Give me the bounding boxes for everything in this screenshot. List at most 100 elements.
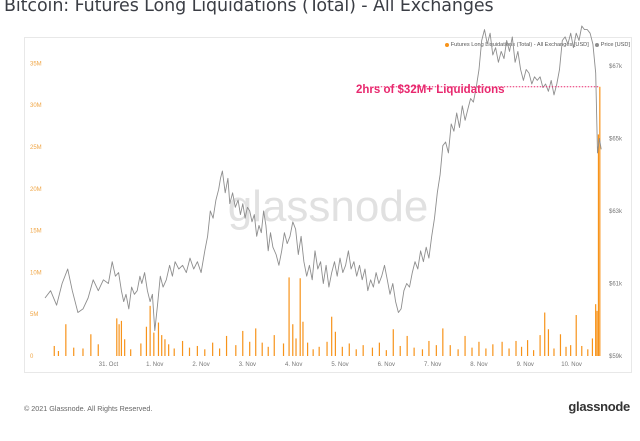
liquidation-bar (306, 342, 309, 356)
liquidation-bar (575, 315, 577, 356)
liquidation-bar (478, 341, 480, 356)
liquidation-bar (331, 316, 333, 356)
x-axis-tick-label: 31. Oct (99, 362, 119, 368)
left-axis-tick-label: 15M (30, 229, 42, 235)
liquidation-bar (299, 278, 301, 356)
price-line-layer (44, 25, 602, 332)
liquidation-bar (212, 342, 214, 356)
liquidation-bar (288, 277, 290, 356)
left-axis: 0 5M 10M 15M 20M 25M 30M 35M (30, 61, 42, 360)
liquidation-bar (544, 312, 546, 356)
liquidation-bar (124, 339, 126, 356)
liquidation-bar (302, 321, 304, 356)
legend-dot-liquidations (444, 42, 449, 47)
right-axis: $59k $61k $63k $65k $67k (609, 64, 623, 360)
liquidation-bar (326, 341, 328, 356)
liquidation-bar (196, 345, 198, 356)
liquidation-bar (116, 318, 118, 356)
x-axis-tick-label: 3. Nov (239, 362, 256, 368)
liquidation-bar (501, 341, 503, 356)
liquidation-bar (526, 340, 529, 356)
legend-item-liquidations[interactable]: Futures Long Liquidations (Total) - All … (444, 42, 589, 48)
liquidation-bar (559, 334, 562, 356)
glassnode-logo[interactable]: glassnode (568, 399, 630, 414)
liquidation-bar (457, 349, 459, 356)
liquidation-bar (188, 347, 191, 356)
liquidation-bar (157, 322, 160, 356)
liquidation-bar (428, 340, 430, 356)
liquidation-bar (599, 86, 601, 357)
liquidation-bar (261, 342, 263, 356)
left-axis-tick-label: 30M (30, 103, 42, 109)
x-axis-tick-label: 1. Nov (146, 362, 163, 368)
liquidation-bar (442, 328, 444, 356)
liquidation-bar (255, 328, 257, 356)
x-axis: 31. Oct 1. Nov 2. Nov 3. Nov 4. Nov 5. Nov 6. … (99, 362, 582, 368)
annotation-label: 2hrs of $32M+ Liquidations (356, 84, 505, 96)
liquidation-bar (145, 326, 148, 356)
liquidation-bar (362, 345, 364, 356)
liquidation-bar (399, 345, 401, 356)
right-axis-tick-label: $65k (609, 136, 623, 142)
liquidation-bar (553, 348, 555, 356)
x-axis-tick-label: 4. Nov (285, 362, 302, 368)
x-axis-tick-label: 7. Nov (424, 362, 441, 368)
x-axis-tick-label: 9. Nov (517, 362, 534, 368)
liquidation-bar (533, 350, 535, 356)
liquidation-bar (565, 346, 567, 356)
liquidation-bar (591, 338, 594, 356)
legend-label-liquidations: Futures Long Liquidations (Total) - All … (450, 42, 589, 48)
x-axis-tick-label: 2. Nov (192, 362, 209, 368)
liquidation-bar (597, 134, 600, 356)
liquidation-bar (413, 347, 415, 356)
liquidation-bar (421, 349, 424, 356)
x-axis-tick-label: 8. Nov (470, 362, 487, 368)
liquidation-bar (508, 348, 510, 356)
liquidation-bar (595, 304, 597, 356)
liquidation-bar (355, 349, 357, 356)
left-axis-tick-label: 5M (30, 312, 38, 318)
liquidation-bar (471, 347, 473, 356)
liquidation-bar (204, 349, 206, 356)
x-axis-tick-label: 10. Nov (561, 362, 582, 368)
chart-title: Bitcoin: Futures Long Liquidations (Tota… (4, 0, 494, 16)
x-axis-tick-label: 6. Nov (378, 362, 395, 368)
liquidation-bar (292, 324, 294, 356)
left-axis-tick-label: 35M (30, 61, 42, 67)
left-axis-tick-label: 0 (30, 354, 34, 360)
liquidation-bar (596, 310, 598, 356)
liquidation-bar (173, 348, 175, 356)
liquidation-bar (485, 348, 487, 356)
watermark: glassnode (228, 182, 429, 231)
liquidation-bar (249, 341, 251, 356)
legend-item-price[interactable]: Price [USD] (594, 42, 630, 48)
right-axis-tick-label: $63k (609, 209, 623, 215)
liquidation-bar (312, 349, 314, 356)
liquidation-bar (90, 334, 92, 356)
annotation-layer: 2hrs of $32M+ Liquidations (356, 84, 600, 96)
liquidation-bar (587, 349, 589, 356)
right-axis-tick-label: $61k (609, 281, 623, 287)
liquidation-bar (161, 335, 163, 356)
liquidation-bar (492, 344, 494, 356)
legend-label-price: Price [USD] (600, 42, 630, 48)
copyright-text: © 2021 Glassnode. All Rights Reserved. (24, 404, 153, 413)
liquidation-bar (547, 329, 550, 356)
liquidation-bar (318, 346, 320, 356)
chart-frame (24, 37, 632, 373)
liquidation-bar (385, 350, 387, 356)
liquidation-bar (334, 331, 336, 356)
liquidation-bar (120, 320, 123, 356)
liquidation-bar (168, 344, 170, 356)
left-axis-tick-label: 25M (30, 145, 42, 151)
liquidation-bar (225, 335, 228, 356)
liquidation-bar (570, 345, 572, 356)
liquidation-bar (378, 342, 380, 356)
left-axis-tick-label: 10M (30, 270, 42, 276)
liquidation-bar (57, 350, 60, 356)
liquidation-bar (73, 347, 75, 356)
liquidation-bar (164, 339, 166, 356)
liquidation-bar (130, 349, 132, 356)
liquidation-bar (295, 338, 297, 356)
